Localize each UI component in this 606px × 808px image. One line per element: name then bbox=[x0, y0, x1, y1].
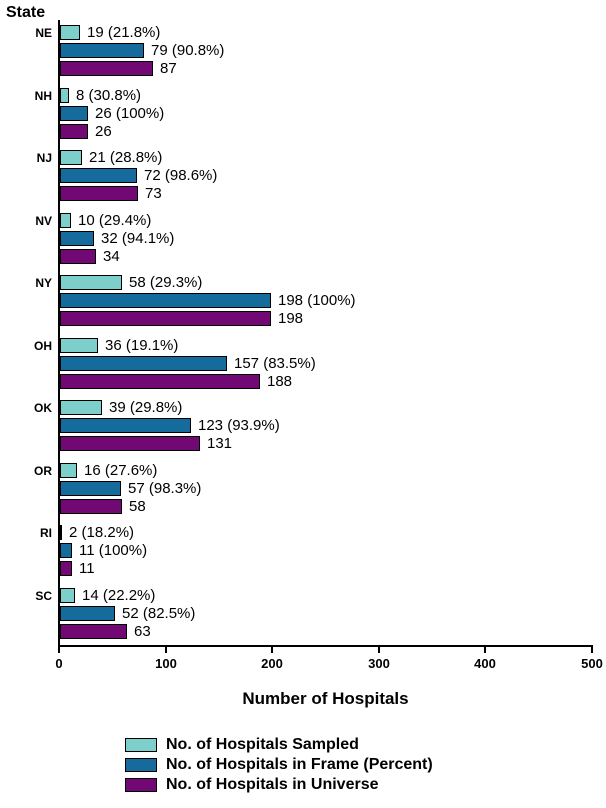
bar-series1-ne bbox=[60, 25, 80, 40]
bar-series1-nh bbox=[60, 88, 69, 103]
bar-value-label: 14 (22.2%) bbox=[82, 587, 156, 604]
bar-value-label: 39 (29.8%) bbox=[109, 399, 183, 416]
bar-series1-or bbox=[60, 463, 77, 478]
y-axis-title: State bbox=[6, 4, 46, 21]
bar-value-label: 34 bbox=[103, 248, 120, 265]
bar-value-label: 2 (18.2%) bbox=[69, 524, 135, 541]
bar-value-label: 8 (30.8%) bbox=[76, 87, 142, 104]
bar-value-label: 11 bbox=[79, 560, 95, 577]
x-axis-title: Number of Hospitals bbox=[242, 689, 409, 708]
legend-swatch-1 bbox=[125, 738, 157, 752]
bar-series2-ne bbox=[60, 43, 144, 58]
bar-series2-ok bbox=[60, 418, 191, 433]
bar-series2-nv bbox=[60, 231, 94, 246]
bar-series1-oh bbox=[60, 338, 98, 353]
x-tick-mark bbox=[271, 647, 273, 653]
x-tick-mark bbox=[58, 647, 60, 653]
bar-series3-nh bbox=[60, 124, 88, 139]
bar-value-label: 16 (27.6%) bbox=[84, 462, 158, 479]
bar-value-label: 36 (19.1%) bbox=[105, 337, 179, 354]
bar-value-label: 123 (93.9%) bbox=[198, 417, 280, 434]
bar-series2-ri bbox=[60, 543, 72, 558]
x-tick-label: 0 bbox=[55, 656, 63, 671]
category-label-ok: OK bbox=[34, 401, 52, 415]
bar-series1-nv bbox=[60, 213, 71, 228]
y-axis-line bbox=[58, 20, 60, 647]
x-tick-label: 200 bbox=[261, 656, 283, 671]
bar-value-label: 73 bbox=[145, 185, 162, 202]
bar-value-label: 72 (98.6%) bbox=[144, 167, 218, 184]
category-label-nv: NV bbox=[35, 213, 52, 228]
bar-value-label: 57 (98.3%) bbox=[128, 480, 202, 497]
x-tick-label: 100 bbox=[155, 656, 177, 671]
legend-label-3: No. of Hospitals in Universe bbox=[166, 776, 379, 793]
bar-value-label: 198 bbox=[278, 310, 304, 327]
category-label-nh: NH bbox=[34, 88, 52, 103]
bar-series1-nj bbox=[60, 150, 82, 165]
bar-series2-sc bbox=[60, 606, 115, 621]
bar-series3-ok bbox=[60, 436, 200, 451]
category-label-or: OR bbox=[34, 463, 52, 478]
bar-series2-ny bbox=[60, 293, 271, 308]
bar-series2-or bbox=[60, 481, 121, 496]
bar-value-label: 198 (100%) bbox=[278, 292, 356, 309]
x-tick-mark bbox=[484, 647, 486, 653]
bar-series3-nv bbox=[60, 249, 96, 264]
category-label-oh: OH bbox=[34, 338, 52, 353]
bar-value-label: 11 (100%) bbox=[79, 542, 148, 559]
bar-value-label: 32 (94.1%) bbox=[101, 230, 175, 247]
category-label-ri: RI bbox=[40, 526, 52, 540]
bar-value-label: 26 bbox=[95, 123, 112, 140]
category-label-nj: NJ bbox=[36, 151, 52, 165]
x-tick-mark bbox=[591, 647, 593, 653]
bar-series3-ri bbox=[60, 561, 72, 576]
bar-series3-nj bbox=[60, 186, 138, 201]
x-tick-label: 400 bbox=[474, 656, 496, 671]
bar-value-label: 63 bbox=[134, 623, 151, 640]
legend-label-1: No. of Hospitals Sampled bbox=[166, 736, 359, 753]
bar-series1-ri bbox=[60, 525, 62, 540]
category-label-ny: NY bbox=[35, 276, 52, 290]
legend-swatch-3 bbox=[125, 778, 157, 792]
bar-series3-oh bbox=[60, 374, 260, 389]
bar-series1-ok bbox=[60, 400, 102, 415]
bar-series2-oh bbox=[60, 356, 227, 371]
legend-item-3: No. of Hospitals in Universe bbox=[125, 775, 433, 795]
legend-item-1: No. of Hospitals Sampled bbox=[125, 735, 433, 755]
bar-series1-sc bbox=[60, 588, 75, 603]
bar-series1-ny bbox=[60, 275, 122, 290]
bar-series3-sc bbox=[60, 624, 127, 639]
bar-value-label: 131 bbox=[207, 435, 233, 452]
x-tick-label: 300 bbox=[368, 656, 390, 671]
x-tick-label: 500 bbox=[581, 656, 603, 671]
bar-value-label: 87 bbox=[160, 60, 177, 77]
bar-value-label: 58 (29.3%) bbox=[129, 274, 203, 291]
bar-value-label: 26 (100%) bbox=[95, 105, 165, 122]
bar-series3-ny bbox=[60, 311, 271, 326]
bar-series2-nj bbox=[60, 168, 137, 183]
category-label-sc: SC bbox=[35, 588, 52, 603]
legend-item-2: No. of Hospitals in Frame (Percent) bbox=[125, 755, 433, 775]
category-label-ne: NE bbox=[35, 26, 52, 40]
bar-series3-or bbox=[60, 499, 122, 514]
bar-value-label: 157 (83.5%) bbox=[234, 355, 316, 372]
bar-value-label: 188 bbox=[267, 373, 293, 390]
bar-value-label: 52 (82.5%) bbox=[122, 605, 196, 622]
legend-swatch-2 bbox=[125, 758, 157, 772]
bar-value-label: 58 bbox=[129, 498, 146, 515]
x-axis-line bbox=[58, 645, 593, 647]
bar-series3-ne bbox=[60, 61, 153, 76]
x-tick-mark bbox=[165, 647, 167, 653]
legend: No. of Hospitals Sampled No. of Hospitals… bbox=[125, 735, 433, 795]
bar-value-label: 19 (21.8%) bbox=[87, 24, 161, 41]
x-tick-mark bbox=[378, 647, 380, 653]
bar-value-label: 10 (29.4%) bbox=[78, 212, 152, 229]
bar-value-label: 21 (28.8%) bbox=[89, 149, 163, 166]
legend-label-2: No. of Hospitals in Frame (Percent) bbox=[166, 756, 433, 773]
bar-series2-nh bbox=[60, 106, 88, 121]
bar-value-label: 79 (90.8%) bbox=[151, 42, 225, 59]
